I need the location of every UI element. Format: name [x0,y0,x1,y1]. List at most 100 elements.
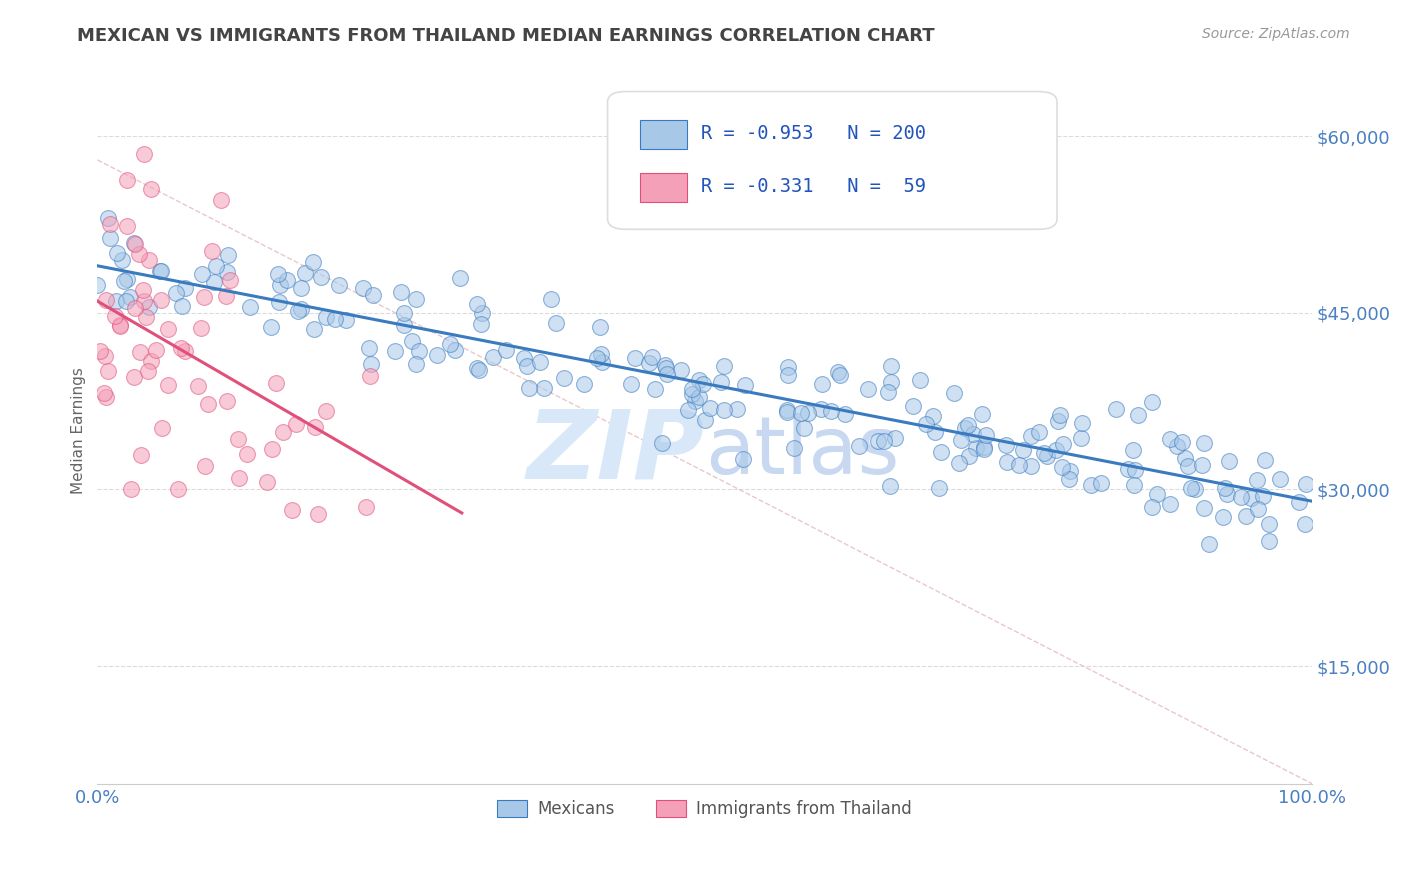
Point [1254,453,1277,467]
Point [713,403,735,417]
Point [994,438,1017,452]
Point [970,407,993,421]
Point [1218,454,1240,468]
Point [122,236,145,251]
Point [356,500,378,514]
Point [215,394,238,409]
Point [94,391,117,405]
Point [676,403,699,417]
Point [209,193,232,207]
Point [973,442,995,456]
Point [924,425,946,439]
Point [149,264,172,278]
Point [1268,472,1291,486]
Point [139,182,162,196]
Point [1052,437,1074,451]
Point [149,263,172,277]
Point [731,452,754,467]
Point [197,397,219,411]
Point [880,376,903,390]
Point [309,270,332,285]
Point [315,404,337,418]
Point [880,359,903,373]
Point [104,294,127,309]
Point [1192,436,1215,450]
Legend: Mexicans, Immigrants from Thailand: Mexicans, Immigrants from Thailand [491,793,918,825]
Point [124,301,146,316]
Point [149,293,172,307]
Point [262,442,284,456]
Point [401,334,423,349]
Point [98,217,121,231]
FancyBboxPatch shape [640,173,686,202]
Point [790,407,813,421]
Point [908,373,931,387]
Point [683,393,706,408]
Point [827,365,849,379]
Point [1019,459,1042,474]
Point [482,350,505,364]
Point [553,371,575,385]
Point [1122,478,1144,492]
Point [783,441,806,455]
Point [118,290,141,304]
Point [623,351,645,366]
Point [267,268,290,282]
Point [517,381,540,395]
Point [637,356,659,370]
Point [138,300,160,314]
Point [948,456,970,470]
Point [1246,473,1268,487]
Point [1070,416,1092,430]
Point [943,385,966,400]
Point [1047,414,1070,428]
Point [134,294,156,309]
Point [915,417,938,432]
Point [657,367,679,381]
Point [141,354,163,368]
Point [89,343,111,358]
Point [276,273,298,287]
Point [1126,409,1149,423]
Point [1019,428,1042,442]
Point [260,320,283,334]
Point [191,267,214,281]
Point [533,381,555,395]
Point [128,247,150,261]
Point [974,428,997,442]
Point [962,426,984,441]
Point [215,289,238,303]
Point [713,359,735,374]
Point [392,318,415,333]
Text: R = -0.331   N =  59: R = -0.331 N = 59 [702,178,927,196]
Point [361,287,384,301]
Point [1166,439,1188,453]
Point [655,361,678,376]
Point [1251,489,1274,503]
Point [644,382,666,396]
Point [1033,446,1056,460]
Point [1180,481,1202,495]
Point [467,360,489,375]
Point [135,310,157,325]
Point [136,364,159,378]
Point [957,450,980,464]
Point [513,351,536,365]
Point [93,385,115,400]
Point [335,313,357,327]
Point [315,310,337,324]
Point [138,252,160,267]
Point [1177,459,1199,474]
Point [281,503,304,517]
Point [1008,458,1031,473]
Point [793,421,815,435]
Point [290,281,312,295]
Point [228,432,250,446]
Point [1174,450,1197,465]
Point [408,344,430,359]
Point [1049,409,1071,423]
Point [995,455,1018,469]
Point [589,347,612,361]
Point [641,350,664,364]
Point [302,322,325,336]
